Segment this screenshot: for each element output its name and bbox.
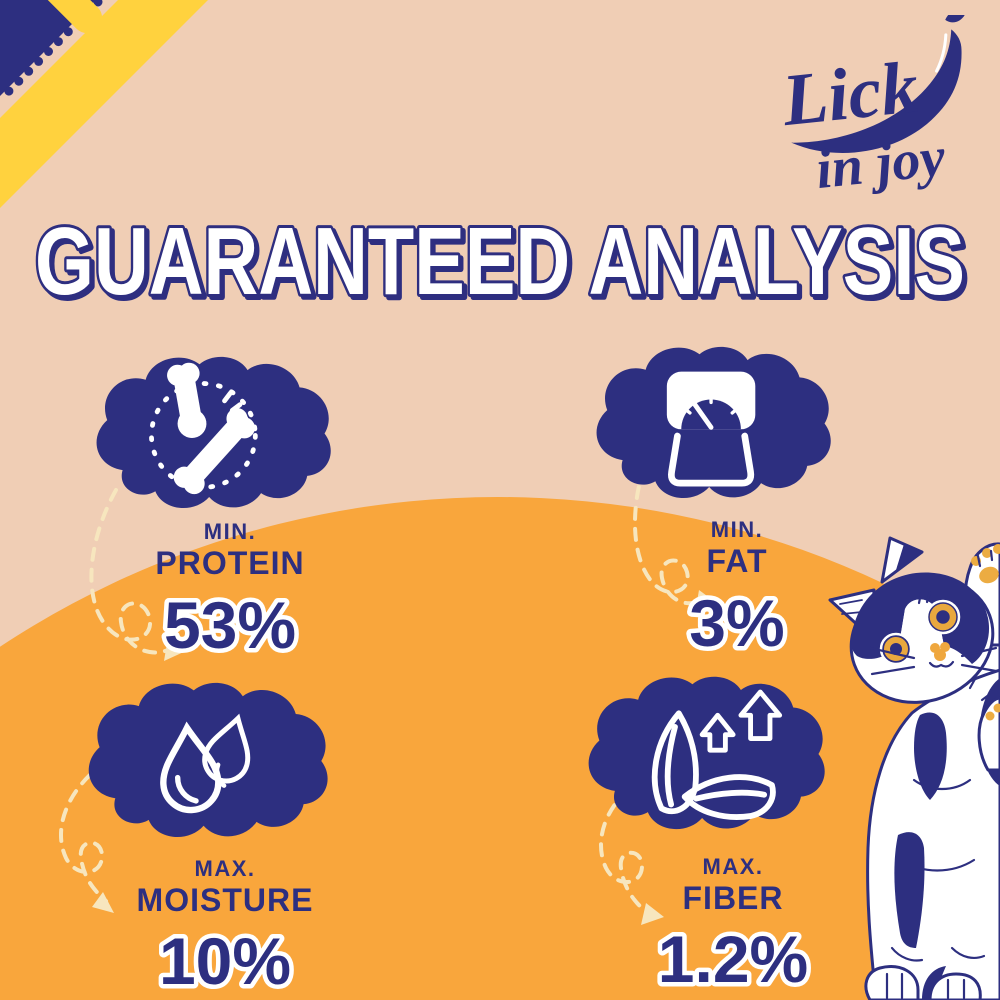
- page-title: GUARANTEED ANALYSIS: [35, 212, 965, 312]
- cat-eyes: [879, 599, 961, 666]
- dashed-arrow: [599, 776, 650, 915]
- svg-text:53%: 53%: [164, 588, 296, 662]
- stat-qualifier: MAX.: [194, 856, 256, 881]
- stat-value: 53%: [159, 584, 300, 667]
- cat-nose: [930, 642, 950, 661]
- yellow-dash: [19, 0, 103, 34]
- stat-name: FAT: [706, 543, 768, 579]
- dashed-arrow: [89, 488, 170, 655]
- logo-word-lick: Lick: [778, 46, 922, 142]
- stat-qualifier: MIN.: [710, 517, 764, 542]
- swoosh-highlight: [935, 33, 948, 73]
- scale-icon: [666, 371, 756, 487]
- tail-swoosh: [791, 29, 962, 153]
- scalloped-edge-dots: [0, 0, 103, 103]
- moisture-cloud: [88, 682, 328, 838]
- dashed-arrow: [59, 760, 108, 903]
- title-banner: GUARANTEED ANALYSIS: [32, 212, 968, 312]
- arrowhead: [641, 903, 664, 925]
- brand-logo: Lick in joy: [778, 15, 967, 200]
- arrowhead: [164, 637, 188, 661]
- arrowhead: [92, 892, 114, 913]
- svg-text:3%: 3%: [689, 586, 784, 660]
- stat-name: PROTEIN: [155, 545, 305, 581]
- cat-whiskers: [868, 590, 998, 676]
- arrowhead: [695, 590, 718, 613]
- yellow-stripe: [0, 0, 208, 208]
- stat-qualifier: MAX.: [702, 854, 764, 879]
- stat-name: FIBER: [682, 880, 784, 916]
- fat-cloud: [596, 346, 831, 499]
- cat-illustration: [828, 536, 1000, 1000]
- protein-cloud: [96, 356, 331, 509]
- stat-value: 3%: [685, 582, 789, 665]
- leaf-growth-icon: [651, 689, 783, 820]
- svg-text:10%: 10%: [159, 924, 291, 998]
- corner-stripes: [0, 0, 208, 208]
- stat-name: MOISTURE: [136, 882, 314, 918]
- logo-word-injoy: in joy: [813, 126, 949, 200]
- bone-icon: [149, 362, 258, 495]
- stat-qualifier: MIN.: [203, 519, 257, 544]
- stat-value: 1.2%: [653, 918, 812, 1000]
- fiber-cloud: [588, 676, 825, 830]
- swoosh-leaf-tip: [945, 15, 967, 23]
- stat-value: 10%: [154, 920, 295, 1000]
- water-drops-icon: [160, 713, 251, 814]
- svg-text:1.2%: 1.2%: [658, 922, 808, 996]
